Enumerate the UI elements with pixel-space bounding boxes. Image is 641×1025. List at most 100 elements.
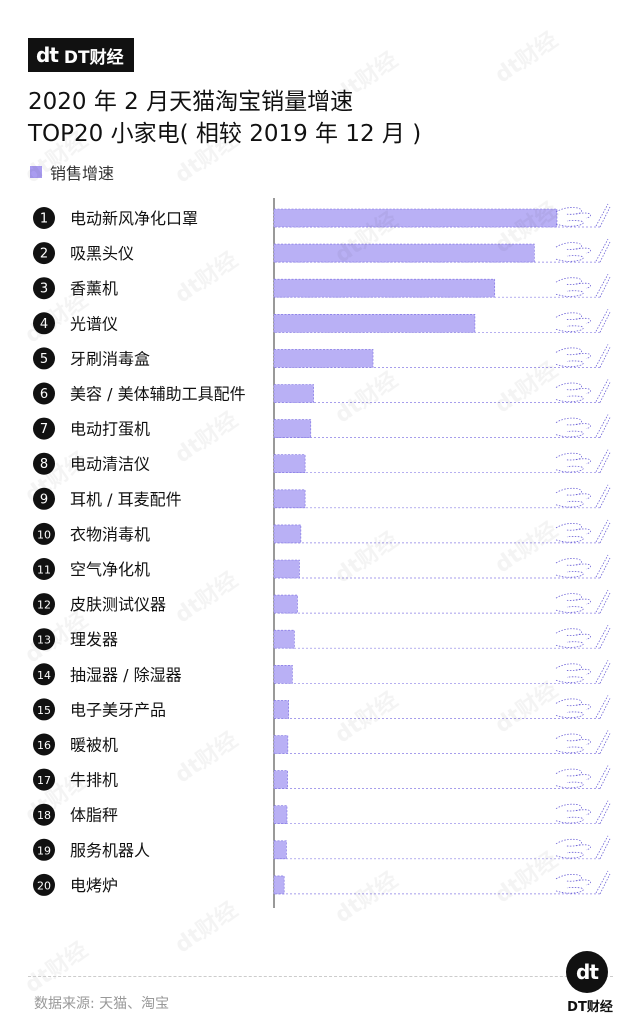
bar [273,664,293,684]
category-label: 电动打蛋机 [70,420,150,439]
bar [273,454,306,474]
bar [273,349,374,368]
hand-doodle-icon [555,344,611,368]
rank-number: 11 [37,564,51,577]
rank-badge [33,277,55,300]
hand-doodle-icon [555,765,611,789]
rank-badge [33,838,55,861]
chart-title-line2: TOP20 小家电( 相较 2019 年 12 月 ) [28,121,422,147]
bar [273,208,558,228]
hand-doodle-icon [555,274,611,298]
category-label: 牙刷消毒盒 [70,349,150,368]
rank-number: 2 [40,247,48,262]
bar [273,384,314,403]
rank-badge [33,628,55,651]
rank-badge [33,382,55,405]
bar [273,770,288,789]
rank-number: 12 [37,599,51,612]
footer-divider [28,976,613,977]
rank-number: 17 [37,774,51,787]
watermark: dt财经 [487,23,563,90]
rank-number: 6 [40,387,48,402]
rank-number: 18 [37,809,51,822]
rank-number: 3 [40,282,48,297]
rank-badge [33,593,55,616]
bar [273,243,535,263]
rank-badge [33,803,55,826]
hand-doodle-icon [555,238,611,263]
bar [273,314,476,333]
category-label: 牛排机 [70,771,118,790]
category-label: 抽湿器 / 除湿器 [70,665,182,684]
category-label: 耳机 / 耳麦配件 [70,490,182,509]
rank-number: 4 [40,317,48,332]
rank-badge [33,487,55,510]
bar [273,875,285,895]
rank-badge [33,663,55,686]
rank-badge [33,558,55,580]
rank-number: 5 [40,352,48,367]
chart-title-line1: 2020 年 2 月天猫淘宝销量增速 [28,89,354,115]
hand-doodle-icon [555,800,611,824]
rank-badge [33,347,55,370]
category-label: 电动清洁仪 [70,455,150,474]
watermark: dt财经 [17,933,93,1000]
category-label: 暖被机 [70,736,118,755]
category-label: 皮肤测试仪器 [70,595,166,614]
data-source: 数据来源: 天猫、淘宝 [34,996,170,1012]
category-label: 电烤炉 [70,876,118,895]
rank-number: 9 [40,492,48,507]
rank-badge [33,207,55,229]
rank-number: 15 [37,704,51,717]
footer-logo-mark: dt [566,951,608,993]
hand-doodle-icon [555,414,611,438]
hand-doodle-icon [555,625,611,649]
rank-badge [33,698,55,721]
rank-number: 13 [37,634,51,647]
legend-label: 销售增速 [50,164,115,183]
brand-logo-mark: dt [36,43,59,67]
bar [273,489,306,509]
category-label: 空气净化机 [70,560,150,579]
bar [273,278,496,298]
category-label: 美容 / 美体辅助工具配件 [70,385,246,404]
rank-number: 10 [37,528,51,541]
rank-number: 19 [37,844,51,857]
category-label: 理发器 [70,630,118,649]
hand-doodle-icon [555,695,611,719]
rank-badge [33,312,55,335]
hand-doodle-icon [555,660,611,684]
hand-doodle-icon [555,309,611,333]
category-label: 服务机器人 [70,841,150,860]
category-label: 体脂秤 [70,806,118,825]
rank-badge [33,522,55,545]
hand-doodle-icon [555,730,611,754]
category-label: 吸黑头仪 [70,244,134,263]
rank-badge [33,417,55,440]
rank-badge [33,768,55,791]
category-label: 电动新风净化口罩 [70,209,198,228]
category-label: 香薰机 [70,279,118,298]
hand-doodle-icon [555,870,611,895]
rank-number: 1 [40,212,48,227]
bar [273,735,289,754]
hand-doodle-icon [555,589,611,614]
rank-badge [33,242,55,265]
rank-number: 14 [37,669,51,682]
bar [273,805,288,825]
hand-doodle-icon [555,379,611,403]
bar-chart: 1 电动新风净化口罩 2 吸黑头仪 3 香薰机 4 光谱仪 5 牙刷消毒盒 6 美容 / 美体辅助工具… [33,198,611,908]
bar [273,524,302,544]
category-label: 光谱仪 [70,314,118,333]
brand-badge: dt DT财经 [28,38,134,72]
hand-doodle-icon [555,203,611,228]
rank-badge [33,873,55,896]
footer-logo-name: DT财经 [567,1000,613,1015]
bar [273,594,298,614]
rank-number: 7 [40,422,48,437]
rank-number: 20 [37,879,51,892]
category-label: 电子美牙产品 [70,700,166,719]
hand-doodle-icon [555,484,611,508]
rank-number: 8 [40,457,48,472]
hand-doodle-icon [555,449,611,473]
